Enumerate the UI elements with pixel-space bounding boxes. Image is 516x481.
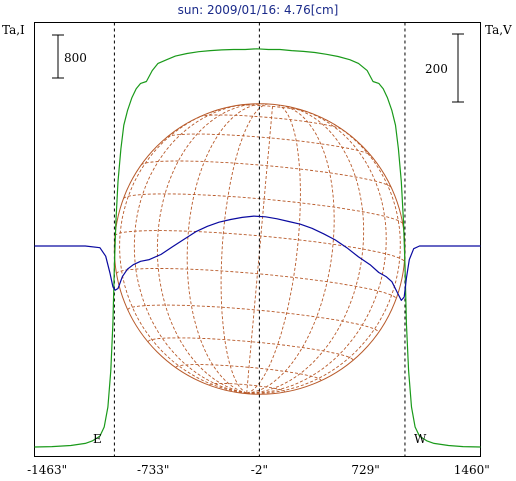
parallel-line xyxy=(147,337,354,361)
series-line-ta-i xyxy=(34,48,481,448)
parallel-line xyxy=(175,364,322,381)
parallel-line xyxy=(123,193,404,224)
parallel-line xyxy=(209,382,286,392)
left-axis-label: Ta,I xyxy=(2,23,25,37)
series-line-ta-v xyxy=(34,215,481,301)
x-tick-label: -733" xyxy=(137,463,169,477)
chart-title: sun: 2009/01/16: 4.76[cm] xyxy=(178,3,339,17)
series-layer xyxy=(34,48,481,448)
solar-disk-grid xyxy=(113,103,406,395)
scale-bar-left xyxy=(52,34,64,79)
x-tick-label: 1460" xyxy=(454,463,490,477)
parallel-line xyxy=(237,104,308,113)
meridian-line xyxy=(246,104,274,394)
plot-frame xyxy=(34,22,481,457)
x-tick-label: -2" xyxy=(251,463,268,477)
parallel-line xyxy=(199,114,343,130)
right-axis-label: Ta,V xyxy=(485,23,512,37)
meridian-line xyxy=(246,104,335,394)
x-tick-labels: -1463" -733" -2" 729" 1460" xyxy=(27,463,490,477)
parallel-line xyxy=(140,160,392,188)
parallel-line xyxy=(114,230,405,263)
scale-bar-left-label: 800 xyxy=(64,51,87,65)
meridian-line xyxy=(220,103,269,394)
meridian-line xyxy=(246,106,365,394)
meridian-line xyxy=(186,103,266,394)
scale-bar-right xyxy=(452,33,464,103)
meridian-line xyxy=(156,103,257,394)
west-label: W xyxy=(414,432,427,446)
parallel-line xyxy=(116,268,397,300)
scale-bar-right-label: 200 xyxy=(425,62,448,76)
meridian-line xyxy=(119,108,247,394)
x-tick-label: 729" xyxy=(351,463,379,477)
meridian-line xyxy=(246,117,401,394)
x-tick-label: -1463" xyxy=(27,463,67,477)
meridian-line xyxy=(246,104,301,394)
limb-markers xyxy=(113,22,406,457)
east-label: E xyxy=(93,432,102,446)
meridian-line xyxy=(133,103,247,394)
meridian-line xyxy=(246,108,387,394)
parallel-line xyxy=(166,133,371,156)
parallel-line xyxy=(127,304,379,333)
